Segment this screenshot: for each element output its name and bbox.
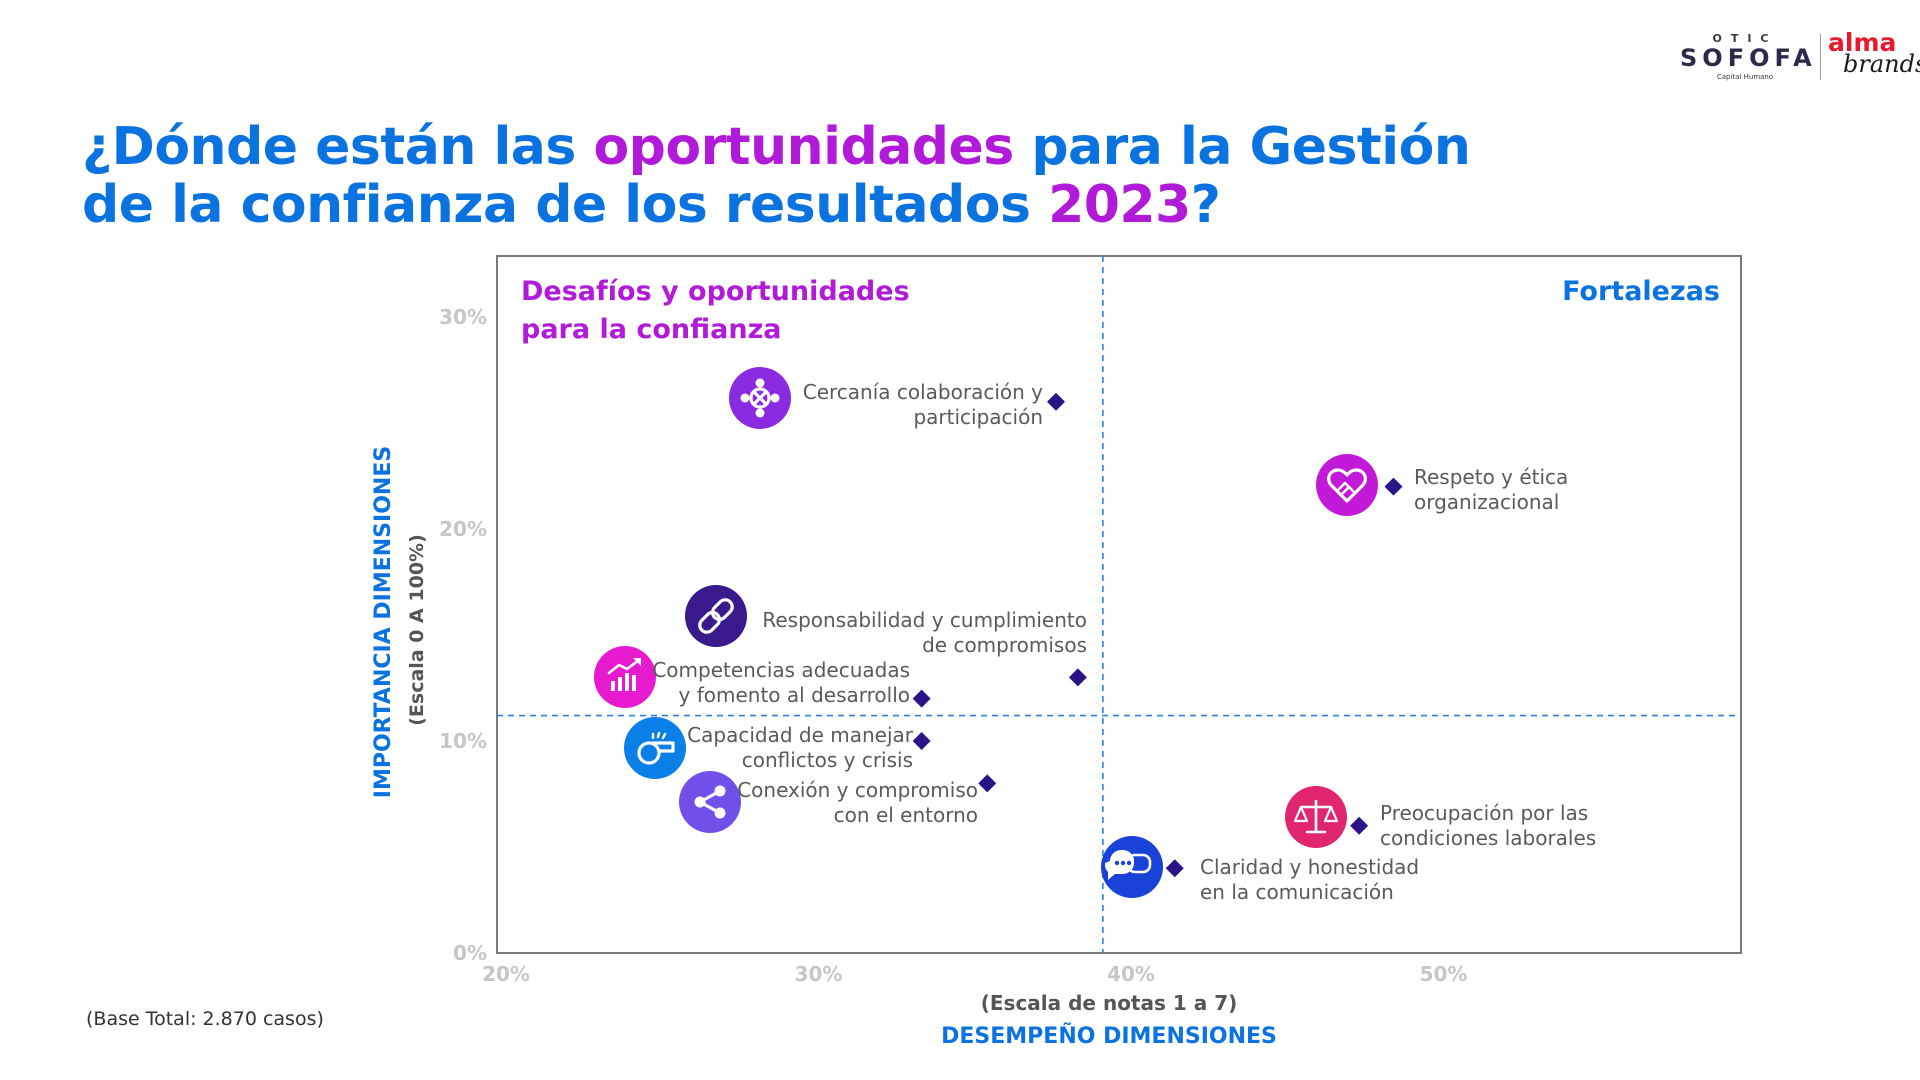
data-point-group: Competencias adecuadas y fomento al desar… bbox=[594, 646, 931, 708]
y-tick-label: 0% bbox=[453, 941, 487, 965]
link-icon bbox=[698, 598, 734, 634]
people-network-icon bbox=[740, 378, 780, 418]
data-point-group: Cercanía colaboración y participación bbox=[729, 367, 1065, 429]
title-highlight-year: 2023 bbox=[1048, 175, 1191, 235]
x-tick-label: 40% bbox=[1107, 962, 1155, 986]
data-point-group: Preocupación por las condiciones laborale… bbox=[1285, 786, 1596, 850]
data-point-label: Claridad y honestidad en la comunicación bbox=[1200, 855, 1419, 904]
data-point-label: Conexión y compromiso con el entorno bbox=[737, 778, 978, 827]
data-point-marker bbox=[1165, 859, 1184, 878]
plot-area-border bbox=[496, 255, 1742, 954]
title-line2-part2: ? bbox=[1190, 175, 1221, 235]
data-point-label: Preocupación por las condiciones laborale… bbox=[1380, 801, 1596, 850]
data-point-label-line: Preocupación por las bbox=[1380, 801, 1588, 825]
data-point-marker bbox=[1384, 477, 1403, 496]
data-point-marker bbox=[1068, 668, 1087, 687]
y-axis-subtitle: (Escala 0 A 100%) bbox=[406, 534, 428, 726]
scales-icon bbox=[1293, 799, 1339, 834]
data-point-marker bbox=[1350, 816, 1369, 835]
x-axis-subtitle: (Escala de notas 1 a 7) bbox=[981, 991, 1238, 1015]
icon-circle bbox=[624, 717, 686, 779]
y-tick-label: 10% bbox=[439, 729, 487, 753]
data-point-label: Competencias adecuadas y fomento al desar… bbox=[652, 658, 910, 707]
heart-handshake-icon bbox=[1327, 468, 1367, 503]
icon-circle bbox=[685, 585, 747, 647]
data-point-group: Capacidad de manejar conflictos y crisis bbox=[624, 717, 931, 779]
data-point-label-line: Responsabilidad y cumplimiento bbox=[762, 608, 1087, 632]
data-point-group: Responsabilidad y cumplimiento de comprom… bbox=[685, 585, 1087, 687]
y-tick-label: 30% bbox=[439, 305, 487, 329]
data-point-label-line: Conexión y compromiso bbox=[737, 778, 978, 802]
data-point-label-line: en la comunicación bbox=[1200, 880, 1394, 904]
data-point-label-line: Competencias adecuadas bbox=[652, 658, 910, 682]
data-point-label-line: de compromisos bbox=[922, 633, 1087, 657]
x-tick-label: 30% bbox=[795, 962, 843, 986]
data-point-group: Respeto y ética organizacional bbox=[1316, 454, 1568, 516]
data-point-label-line: con el entorno bbox=[834, 803, 978, 827]
share-icon bbox=[694, 785, 726, 819]
x-axis-title: DESEMPEÑO DIMENSIONES bbox=[941, 1023, 1277, 1049]
data-point-label-line: Capacidad de manejar bbox=[687, 723, 914, 747]
icon-circle bbox=[679, 771, 741, 833]
alma-logo-bottom: brands bbox=[1843, 50, 1920, 78]
whistle-icon bbox=[637, 731, 675, 765]
title-highlight-opportunities: oportunidades bbox=[593, 117, 1014, 177]
data-point-label: Capacidad de manejar conflictos y crisis bbox=[687, 723, 914, 772]
data-point-group: Conexión y compromiso con el entorno bbox=[679, 771, 997, 833]
data-point-label: Respeto y ética organizacional bbox=[1414, 465, 1568, 514]
brand-logos: OTIC SOFOFA Capital Humano alma brands bbox=[1670, 26, 1920, 86]
page-title: ¿Dónde están las oportunidades para la G… bbox=[82, 117, 1471, 235]
data-point-label-line: condiciones laborales bbox=[1380, 826, 1596, 850]
data-point-marker bbox=[1047, 392, 1065, 411]
y-tick-label: 20% bbox=[439, 517, 487, 541]
base-note: (Base Total: 2.870 casos) bbox=[86, 1008, 324, 1030]
otic-sofofa-logo: SOFOFA bbox=[1680, 44, 1817, 72]
chat-bubbles-icon bbox=[1104, 850, 1152, 880]
data-point-label: Responsabilidad y cumplimiento de comprom… bbox=[762, 608, 1087, 657]
data-point-label-line: Respeto y ética bbox=[1414, 465, 1568, 489]
title-line2-part1: de la confianza de los resultados bbox=[82, 175, 1049, 235]
title-line1-part1: ¿Dónde están las bbox=[82, 117, 594, 177]
data-point-label-line: Cercanía colaboración y bbox=[803, 380, 1043, 404]
data-point-label-line: y fomento al desarrollo bbox=[679, 683, 910, 707]
data-point-label-line: organizacional bbox=[1414, 490, 1559, 514]
quadrant-label-challenges: para la confianza bbox=[521, 314, 782, 345]
x-tick-label: 50% bbox=[1420, 962, 1468, 986]
data-point-marker bbox=[912, 689, 931, 708]
otic-logo-top: OTIC bbox=[1712, 32, 1778, 45]
title-line1-part2: para la Gestión bbox=[1013, 117, 1471, 177]
data-point-group: Claridad y honestidad en la comunicación bbox=[1101, 836, 1419, 904]
quadrant-label-strengths: Fortalezas bbox=[1562, 276, 1720, 307]
growth-chart-icon bbox=[607, 658, 641, 691]
logo-divider bbox=[1820, 34, 1821, 80]
y-axis-title: IMPORTANCIA DIMENSIONES bbox=[371, 446, 396, 798]
data-point-marker bbox=[978, 774, 997, 793]
alma-logo-top: alma bbox=[1828, 28, 1897, 57]
data-point-label-line: Claridad y honestidad bbox=[1200, 855, 1419, 879]
otic-logo-sub: Capital Humano bbox=[1716, 73, 1774, 81]
data-point-marker bbox=[912, 732, 931, 750]
data-point-label-line: conflictos y crisis bbox=[742, 748, 913, 772]
quadrant-label-challenges: Desafíos y oportunidades bbox=[521, 276, 910, 307]
data-point-label-line: participación bbox=[913, 405, 1043, 429]
data-point-label: Cercanía colaboración y participación bbox=[803, 380, 1043, 429]
x-tick-label: 20% bbox=[482, 962, 530, 986]
